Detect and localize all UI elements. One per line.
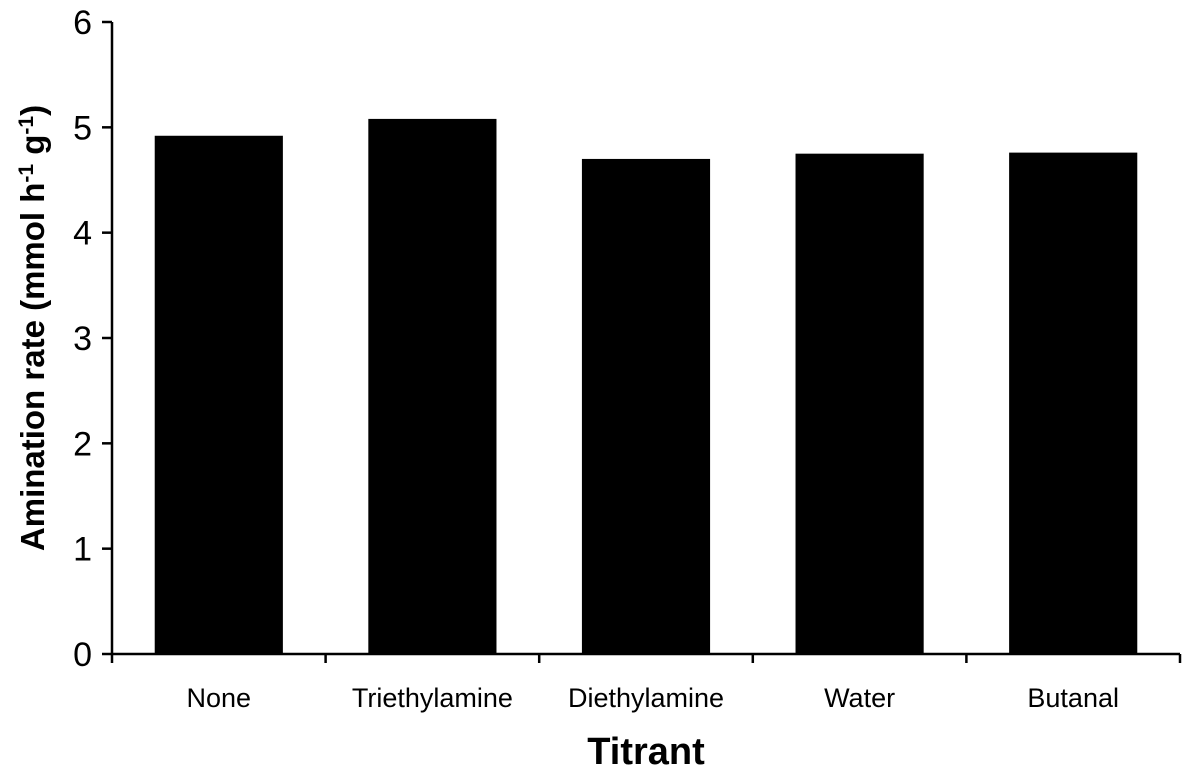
bar-butanal <box>1009 152 1138 654</box>
bar-none <box>154 135 283 654</box>
y-tick-label: 1 <box>73 531 92 569</box>
bars-layer <box>154 118 1138 654</box>
y-tick-label: 2 <box>73 425 92 463</box>
x-axis-title: Titrant <box>587 731 705 773</box>
y-tick-label: 5 <box>73 109 92 147</box>
y-tick-label: 0 <box>73 636 92 674</box>
y-axis-title-mid: g <box>14 135 51 164</box>
y-tick-label: 3 <box>73 320 92 358</box>
bar-triethylamine <box>368 118 497 654</box>
bar-water <box>795 153 924 654</box>
x-tick-label-triethylamine: Triethylamine <box>352 683 513 713</box>
y-ticks: 0 1 2 3 4 5 6 <box>73 4 112 674</box>
y-axis-title-sup2: -1 <box>15 116 38 135</box>
x-tick-label-butanal: Butanal <box>1027 683 1119 713</box>
x-tick-label-water: Water <box>824 683 895 713</box>
bar-diethylamine <box>581 158 711 654</box>
y-axis-title: Amination rate (mmol h-1 g-1) <box>14 105 51 551</box>
x-ticks: None Triethylamine Diethylamine Water Butana… <box>110 654 1182 713</box>
y-tick-label: 6 <box>73 4 92 42</box>
x-tick-label-diethylamine: Diethylamine <box>568 683 724 713</box>
y-tick-label: 4 <box>73 215 92 253</box>
y-axis-title-sup1: -1 <box>15 164 38 183</box>
y-axis-title-end: ) <box>14 105 51 116</box>
x-tick-label-none: None <box>187 683 252 713</box>
y-axis-title-main: Amination rate (mmol h <box>14 183 51 552</box>
